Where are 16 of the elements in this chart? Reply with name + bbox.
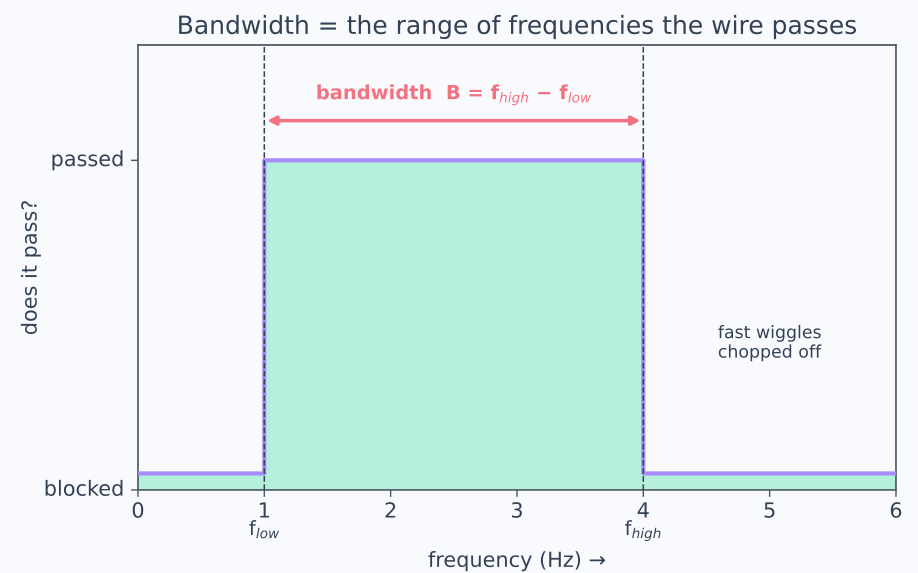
x-tick-label: 2 — [386, 502, 396, 518]
x-tick-label: 1 — [260, 502, 270, 518]
x-axis-title: frequency (Hz) → — [428, 551, 605, 572]
y-axis-title: does it pass? — [20, 201, 41, 334]
ref-line-label: f$_{high}$ — [625, 520, 660, 541]
x-tick-label: 4 — [638, 502, 649, 518]
ref-line-label: f$_{low}$ — [249, 520, 280, 538]
text: blocked — [46, 480, 122, 496]
text: bandwidth B = f$_{high}$ − f$_{low}$ — [317, 84, 592, 106]
annotation: fast wiggles chopped off — [718, 324, 822, 362]
x-tick-label: 6 — [890, 502, 902, 518]
text: passed — [52, 150, 122, 170]
chart-title: Bandwidth = the range of frequencies the wire passes — [179, 14, 856, 40]
x-tick-label: 0 — [132, 502, 144, 518]
x-tick-label: 5 — [764, 502, 774, 518]
x-tick-label: 3 — [512, 502, 522, 518]
